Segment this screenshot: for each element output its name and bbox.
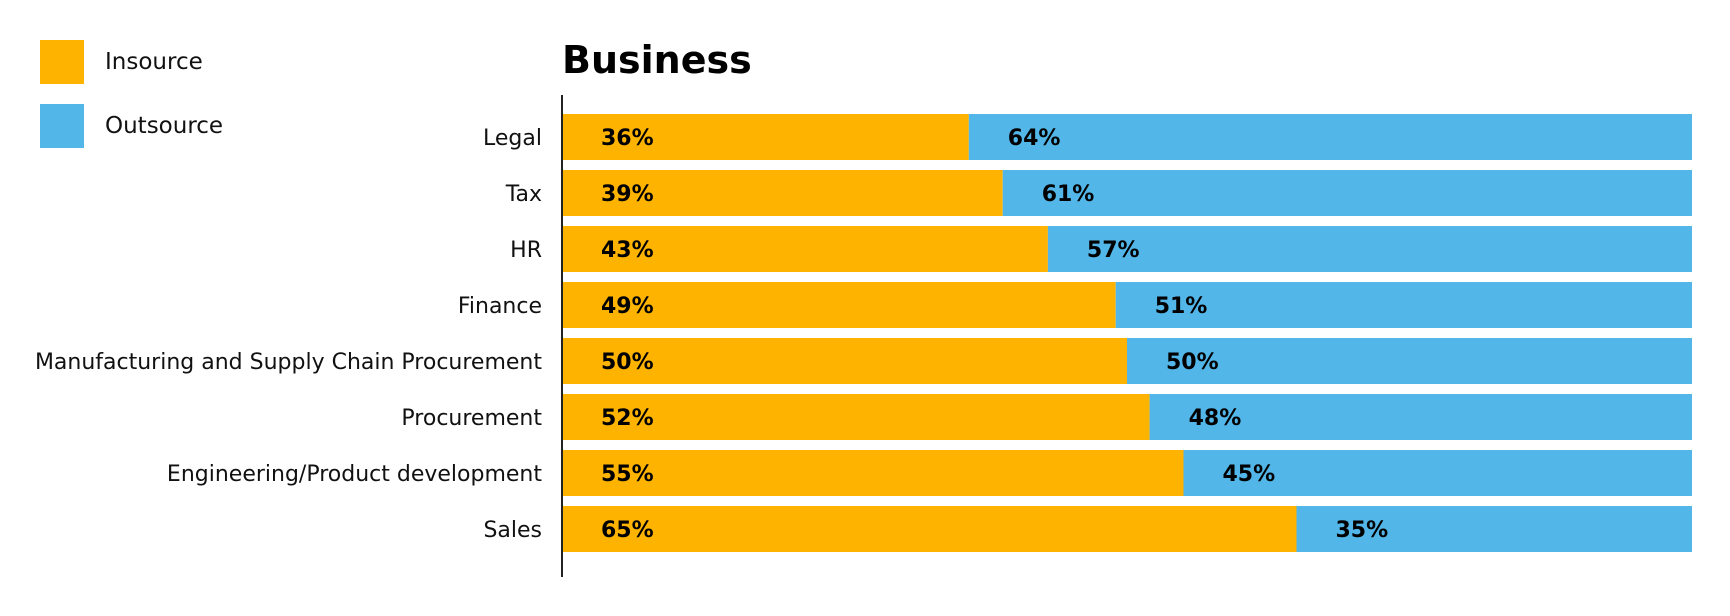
legend-item-outsource: Outsource [40, 104, 223, 148]
bar-outsource-6 [1183, 450, 1692, 496]
data-label-outsource-4: 50% [1166, 350, 1219, 375]
bar-insource-5 [562, 394, 1150, 440]
category-label-6: Engineering/Product development [167, 462, 542, 487]
category-label-1: Tax [505, 182, 542, 207]
category-label-0: Legal [483, 126, 542, 151]
data-label-outsource-1: 61% [1042, 182, 1095, 207]
data-label-insource-3: 49% [601, 294, 654, 319]
bar-outsource-2 [1047, 226, 1692, 272]
bar-outsource-5 [1149, 394, 1692, 440]
data-label-outsource-7: 35% [1336, 518, 1389, 543]
chart-title: Business [562, 38, 752, 82]
bar-insource-6 [562, 450, 1184, 496]
data-label-outsource-5: 48% [1189, 406, 1242, 431]
bar-outsource-3 [1115, 282, 1692, 328]
bar-outsource-7 [1296, 506, 1692, 552]
data-label-insource-7: 65% [601, 518, 654, 543]
legend-swatch-outsource [40, 104, 84, 148]
data-label-insource-0: 36% [601, 126, 654, 151]
data-label-outsource-3: 51% [1155, 294, 1208, 319]
data-label-insource-1: 39% [601, 182, 654, 207]
legend-swatch-insource [40, 40, 84, 84]
data-label-outsource-0: 64% [1008, 126, 1061, 151]
legend-label-insource: Insource [105, 49, 203, 75]
category-label-2: HR [510, 238, 542, 263]
bar-insource-0 [562, 114, 969, 160]
data-label-outsource-2: 57% [1087, 238, 1140, 263]
bar-insource-2 [562, 226, 1048, 272]
bar-outsource-0 [968, 114, 1692, 160]
category-label-5: Procurement [401, 406, 542, 431]
data-label-insource-5: 52% [601, 406, 654, 431]
bar-insource-3 [562, 282, 1116, 328]
bar-insource-7 [562, 506, 1297, 552]
bar-insource-1 [562, 170, 1003, 216]
bar-outsource-1 [1002, 170, 1692, 216]
category-label-7: Sales [483, 518, 542, 543]
data-label-insource-4: 50% [601, 350, 654, 375]
bar-insource-4 [562, 338, 1127, 384]
legend-label-outsource: Outsource [105, 113, 224, 139]
data-label-outsource-6: 45% [1223, 462, 1276, 487]
category-label-3: Finance [458, 294, 542, 319]
data-label-insource-2: 43% [601, 238, 654, 263]
legend-item-insource: Insource [40, 40, 203, 84]
category-label-4: Manufacturing and Supply Chain Procureme… [35, 350, 542, 375]
bar-outsource-4 [1127, 338, 1692, 384]
data-label-insource-6: 55% [601, 462, 654, 487]
